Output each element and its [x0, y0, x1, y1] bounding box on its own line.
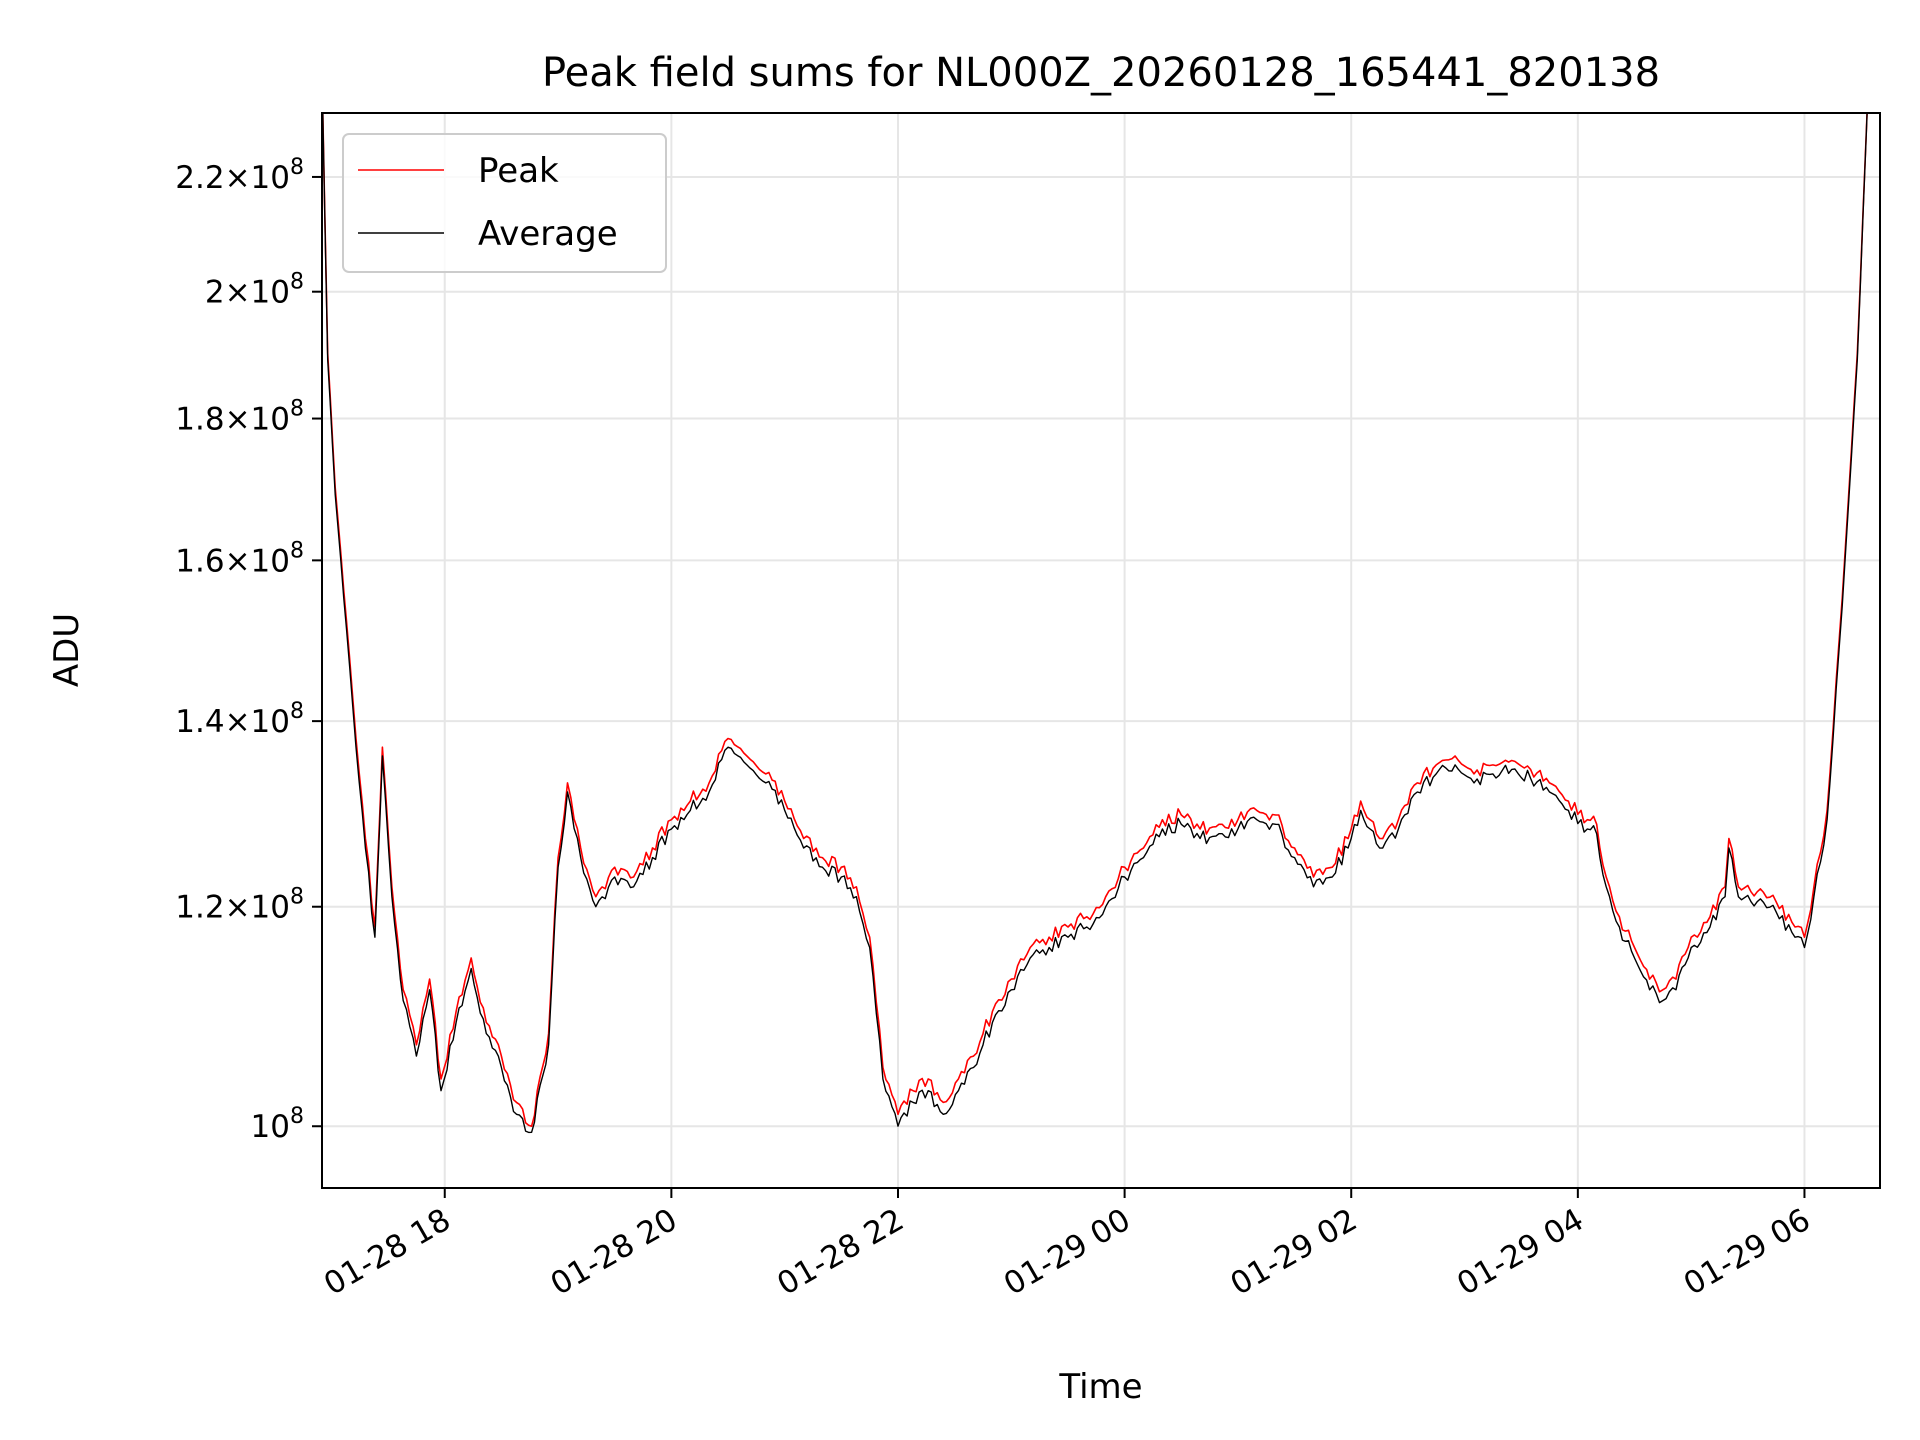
- series-line-peak: [322, 113, 1868, 1127]
- y-tick-label: 1.8×108: [175, 397, 304, 438]
- chart-title: Peak field sums for NL000Z_20260128_1654…: [542, 50, 1660, 96]
- series-line-average: [322, 113, 1868, 1134]
- plot-frame: [321, 112, 1881, 1189]
- y-axis: 1081.2×1081.4×1081.6×1081.8×1082×1082.2×…: [175, 155, 322, 1145]
- y-tick-exponent: 8: [290, 155, 304, 180]
- y-tick-mantissa: 2×10: [205, 275, 290, 311]
- y-tick-label: 2.2×108: [175, 155, 304, 196]
- legend-label-average: Average: [478, 214, 618, 254]
- y-axis-label: ADU: [47, 613, 87, 687]
- y-tick-exponent: 8: [290, 885, 304, 910]
- y-tick-mantissa: 10: [251, 1109, 290, 1145]
- legend-box: [342, 133, 667, 273]
- x-axis-label: Time: [1058, 1367, 1142, 1407]
- y-tick-exponent: 8: [290, 397, 304, 422]
- y-tick-mantissa: 1.6×10: [175, 543, 290, 579]
- y-tick-label: 108: [251, 1104, 304, 1145]
- y-tick-exponent: 8: [290, 270, 304, 295]
- y-tick-label: 1.4×108: [175, 699, 304, 740]
- y-tick-mantissa: 1.8×10: [175, 402, 290, 438]
- grid: [322, 113, 1880, 1188]
- y-tick-label: 1.6×108: [175, 538, 304, 579]
- legend: Peak Average: [342, 133, 667, 273]
- y-tick-exponent: 8: [290, 1104, 304, 1129]
- y-tick-exponent: 8: [290, 538, 304, 563]
- y-tick-label: 2×108: [205, 270, 304, 311]
- y-tick-exponent: 8: [290, 699, 304, 724]
- series-layer: [322, 113, 1868, 1134]
- y-tick-label: 1.2×108: [175, 885, 304, 926]
- y-tick-mantissa: 1.2×10: [175, 890, 290, 926]
- y-tick-mantissa: 2.2×10: [175, 160, 290, 196]
- legend-label-peak: Peak: [478, 151, 559, 191]
- y-tick-mantissa: 1.4×10: [175, 704, 290, 740]
